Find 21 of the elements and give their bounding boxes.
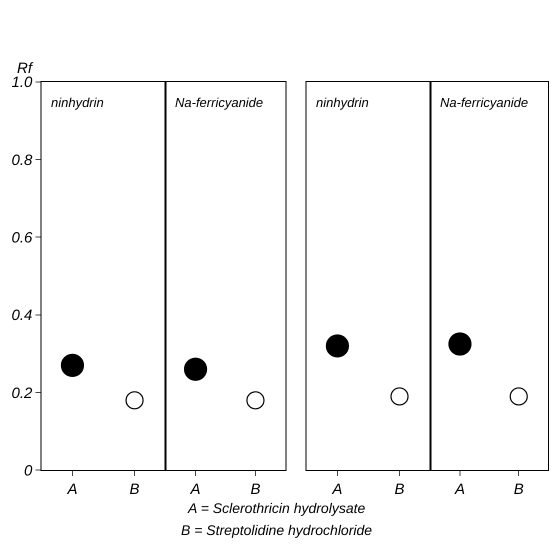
text: B = Streptolidine hydrochloride: [181, 522, 372, 538]
text: Na-ferricyanide: [175, 95, 264, 110]
x-tick-label: B: [130, 481, 140, 498]
x-tick-label: B: [250, 481, 260, 498]
y-tick-label: 1.0: [12, 74, 34, 92]
y-tick-label: 0.6: [12, 229, 34, 246]
y-tick-label: 0.2: [12, 384, 34, 402]
x-tick-label: B: [394, 481, 405, 498]
y-tick-label: 0.8: [12, 152, 34, 169]
text: A = Sclerothricin hydrolysate: [187, 500, 366, 516]
x-tick-label: A: [66, 481, 78, 498]
y-tick-label: 0.4: [12, 307, 32, 324]
x-tick-label: B: [514, 481, 524, 498]
y-axis-title: Rf: [17, 60, 34, 77]
x-tick-label: A: [454, 481, 465, 498]
x-tick-label: A: [190, 481, 201, 498]
text: Na-ferricyanide: [440, 95, 528, 110]
text: ninhydrin: [316, 95, 369, 110]
x-tick-label: A: [331, 481, 342, 498]
text: ninhydrin: [51, 95, 104, 110]
y-tick-label: 0: [24, 462, 34, 480]
